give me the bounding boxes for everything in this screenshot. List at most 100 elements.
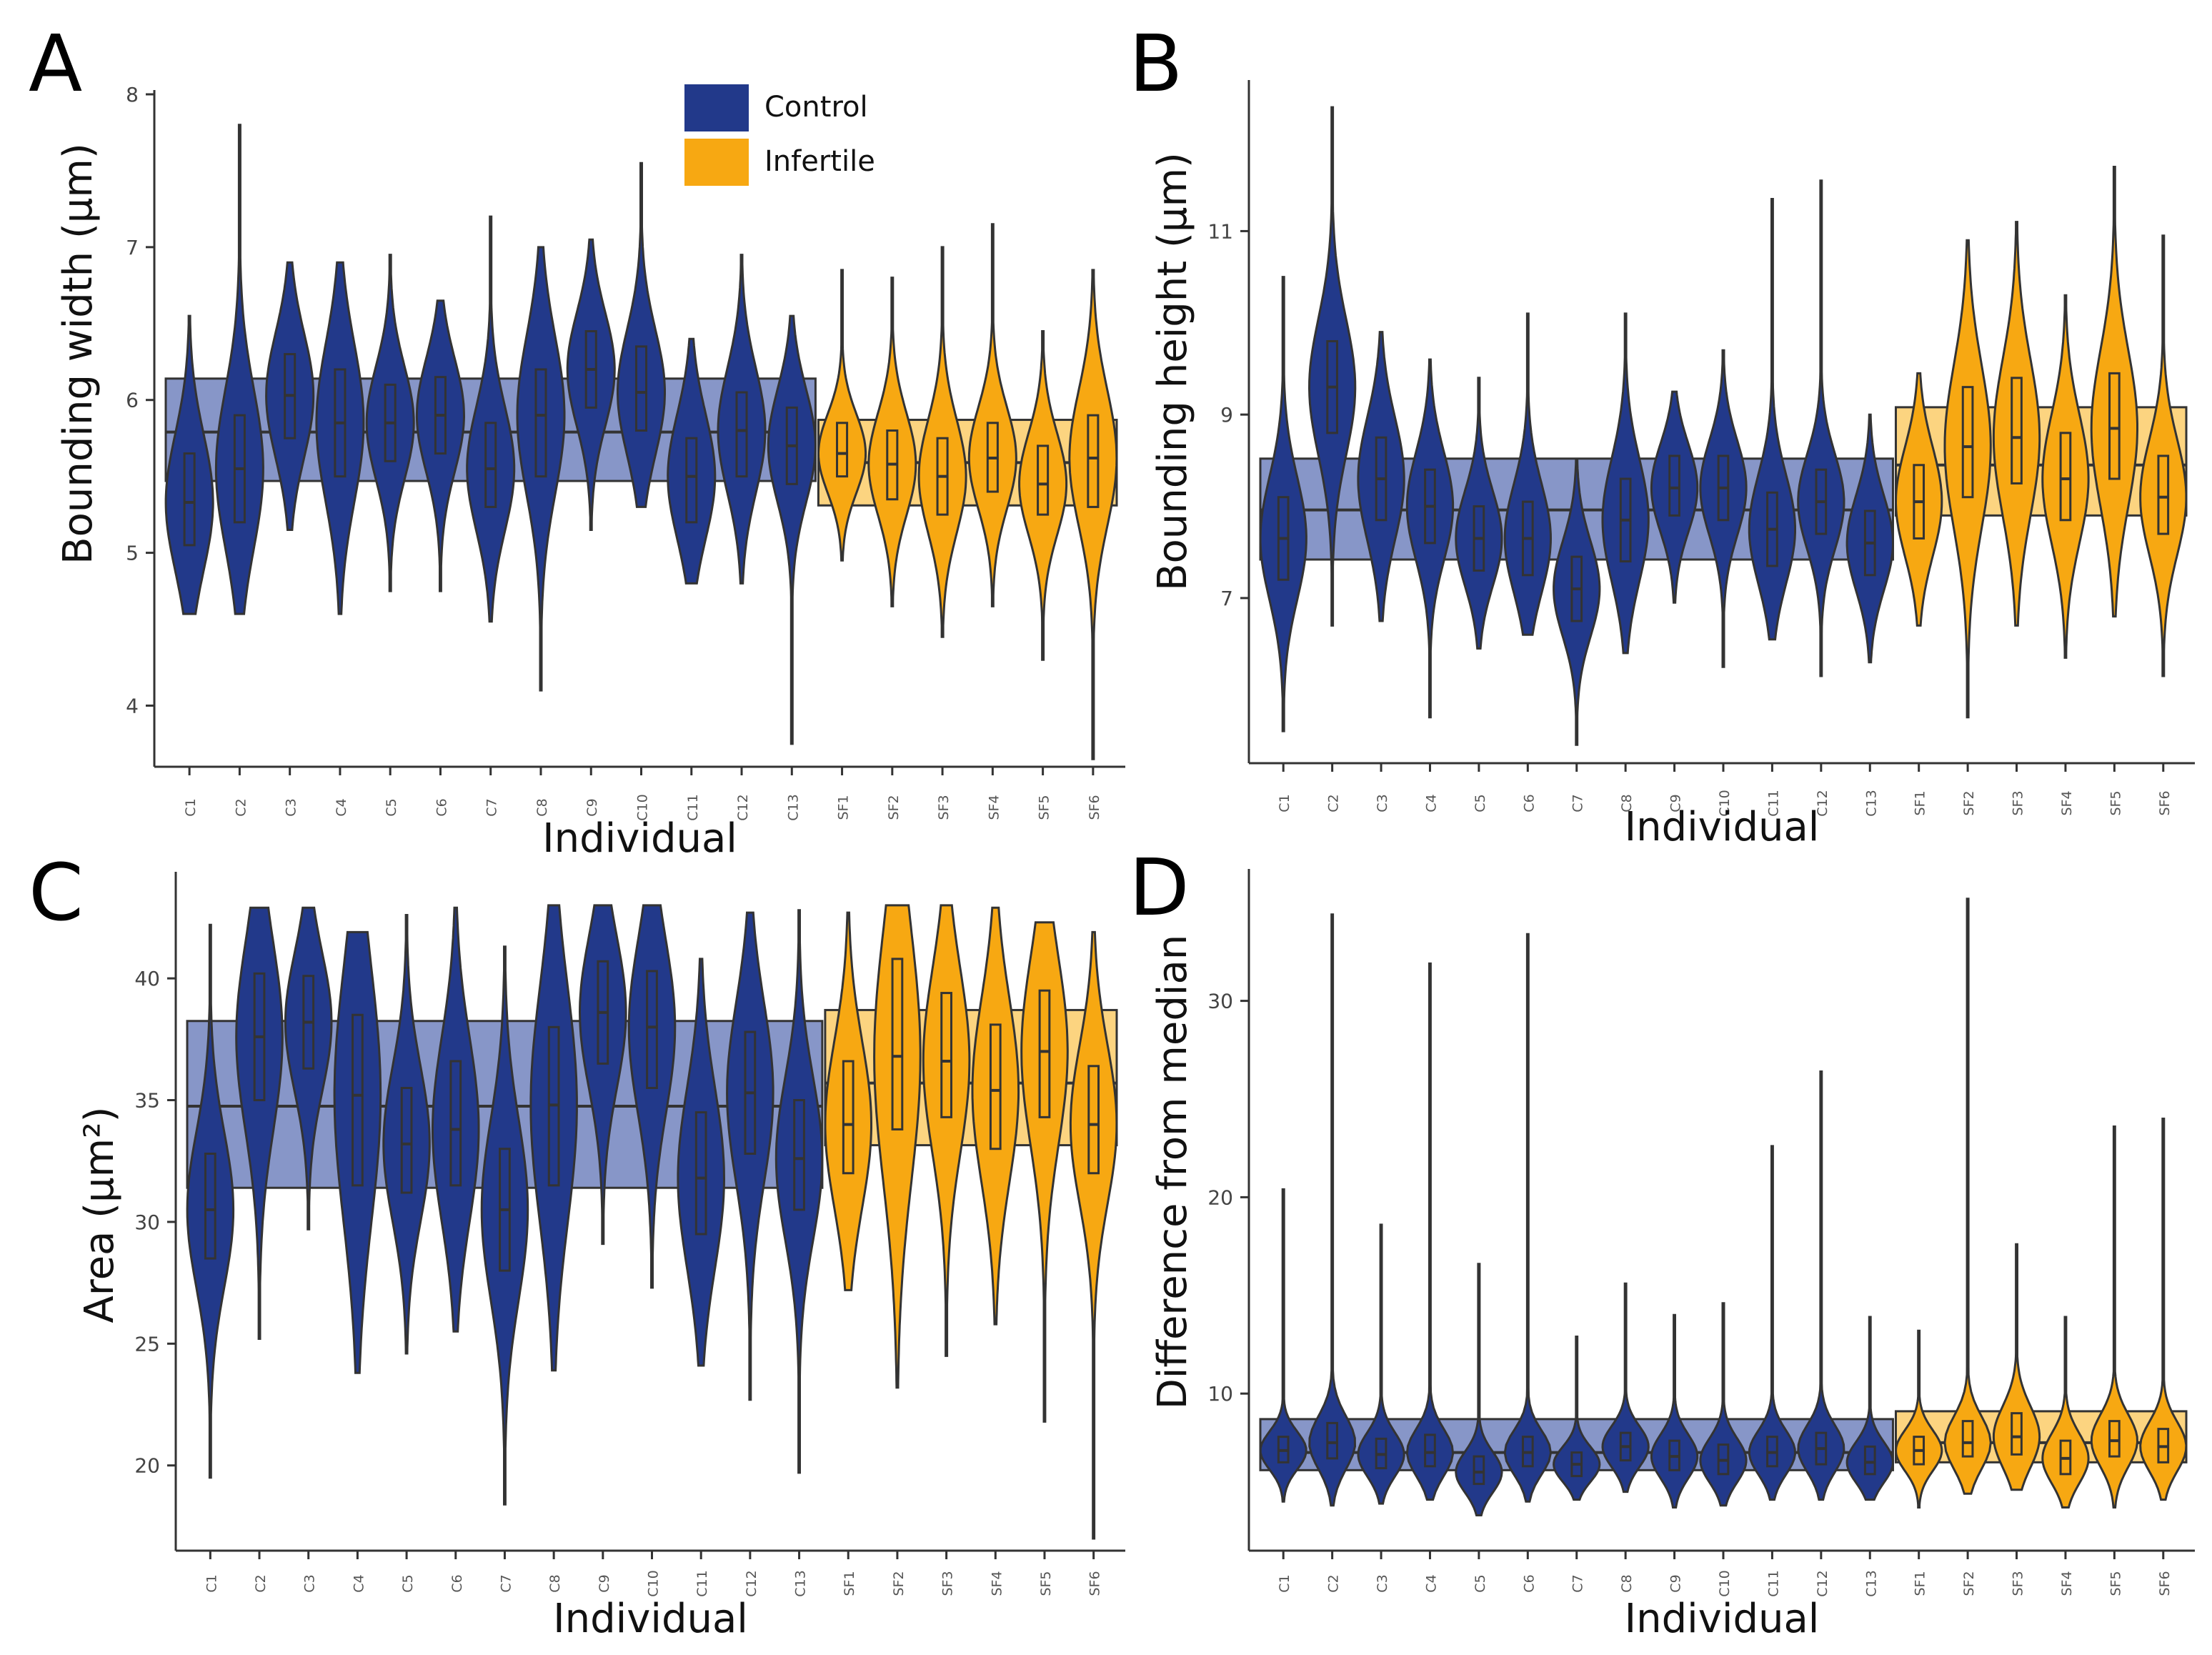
x-tick-label: C13 [1863, 790, 1879, 816]
x-tick-label: SF3 [2011, 1571, 2026, 1596]
violin-c1 [186, 923, 235, 1479]
violin-body [1797, 1070, 1845, 1501]
violin-body [529, 904, 578, 1372]
violin-iqr-box [694, 1111, 707, 1236]
x-axis-title: Individual [542, 815, 737, 862]
violin-iqr-box [793, 1099, 805, 1211]
x-tick-label: SF4 [989, 1571, 1005, 1596]
violin-body [1943, 239, 1992, 719]
violin-body [2090, 1125, 2139, 1509]
violin-body [726, 911, 774, 1401]
violin-body [1357, 1223, 1405, 1505]
violin-c5 [382, 914, 431, 1355]
x-tick-label: C9 [584, 798, 600, 816]
x-tick-label: SF4 [2059, 1571, 2075, 1596]
violin-body [1699, 1302, 1748, 1507]
violin-c9 [566, 238, 616, 531]
x-tick-label: C12 [744, 1570, 759, 1596]
violin-c13 [1845, 1316, 1894, 1501]
violin-iqr-box [2011, 377, 2023, 484]
violin-iqr-box [534, 368, 547, 478]
violin-body [1308, 913, 1357, 1507]
violin-sf5 [2090, 1125, 2139, 1509]
violin-iqr-box [1863, 1445, 1876, 1476]
x-tick-label: C11 [1765, 1570, 1781, 1596]
violin-body [767, 314, 817, 745]
violin-body [164, 314, 214, 615]
x-tick-label: C6 [434, 798, 449, 816]
x-tick-label: C5 [400, 1574, 416, 1592]
violin-body [1943, 898, 1992, 1495]
violin-body [1553, 1336, 1601, 1501]
violin-c3 [1357, 331, 1405, 622]
x-tick-label: SF5 [1037, 795, 1052, 820]
x-tick-label: SF4 [2059, 790, 2075, 815]
violin-iqr-box [2108, 372, 2121, 480]
x-tick-label: C1 [1277, 794, 1292, 812]
x-tick-label: C3 [284, 798, 299, 816]
x-tick-label: C4 [351, 1574, 367, 1592]
violin-iqr-box [634, 345, 648, 432]
panel-a: 4 5 6 7 8 C1 C2 C3 C4 C5 C6 C7 C8 C9 C10 C11 C12 C13 SF1 SF… [29, 18, 1125, 862]
x-tick-label: SF1 [836, 795, 852, 820]
violin-sf6 [1068, 269, 1118, 760]
y-tick-label: 9 [1220, 403, 1233, 427]
violin-sf4 [967, 223, 1017, 607]
violin-body [382, 914, 431, 1355]
x-tick-label: C7 [498, 1574, 514, 1592]
violin-sf2 [873, 904, 922, 1389]
violin-iqr-box [842, 1060, 855, 1175]
violin-iqr-box [2108, 1420, 2121, 1458]
violin-c9 [1650, 1313, 1699, 1509]
violin-body [415, 299, 466, 592]
violin-body [1259, 276, 1307, 732]
y-axis-title: Area (μm²) [76, 1107, 123, 1323]
panel-label: D [1129, 842, 1190, 933]
violin-body [1845, 413, 1894, 664]
violin-sf3 [1992, 1243, 2041, 1491]
violin-c4 [1405, 358, 1455, 719]
violin-c10 [1699, 1302, 1748, 1507]
violin-c7 [1553, 459, 1601, 746]
violin-c12 [1797, 179, 1845, 677]
violin-c11 [1748, 198, 1796, 641]
violin-c9 [578, 904, 627, 1246]
violin-body [2090, 166, 2138, 618]
violin-body [922, 904, 971, 1357]
violin-body [667, 337, 717, 585]
violin-sf5 [1020, 921, 1069, 1423]
violin-body [315, 261, 365, 615]
violin-body [1018, 330, 1068, 661]
violin-body [2041, 1316, 2090, 1509]
x-tick-label: SF2 [891, 1571, 907, 1596]
y-tick-label: 7 [126, 236, 139, 259]
panel-b: 7 9 11 C1 C2 C3 C4 C5 C6 C7 C8 C9 C10 C11 C12 C13 SF1 SF2… [1129, 18, 2195, 850]
y-tick-label: 30 [134, 1211, 160, 1234]
legend-label: Infertile [764, 145, 875, 178]
violin-sf6 [2139, 1118, 2188, 1501]
violin-body [627, 904, 677, 1289]
x-tick-label: C10 [1717, 1570, 1733, 1596]
x-tick-label: C2 [233, 798, 249, 816]
violin-c10 [627, 904, 677, 1289]
violin-body [2041, 294, 2090, 659]
violin-body [867, 277, 917, 607]
violin-sf1 [817, 269, 867, 562]
violin-body [774, 909, 824, 1474]
violin-body [817, 269, 867, 562]
x-tick-label: C11 [1765, 790, 1781, 816]
x-tick-label: SF4 [986, 795, 1002, 820]
x-tick-label: SF5 [1038, 1571, 1054, 1596]
legend-label: Control [764, 91, 868, 124]
panel-label: A [29, 18, 82, 109]
violin-body [1748, 198, 1796, 641]
violin-iqr-box [1961, 1420, 1974, 1458]
violin-sf6 [2139, 234, 2188, 677]
violin-body [1601, 1282, 1650, 1494]
violin-c6 [432, 906, 480, 1333]
violin-c6 [1503, 933, 1553, 1503]
violin-sf3 [917, 246, 967, 638]
violin-body [971, 906, 1020, 1326]
x-tick-label: SF5 [2108, 790, 2123, 815]
violin-iqr-box [1961, 386, 1974, 499]
